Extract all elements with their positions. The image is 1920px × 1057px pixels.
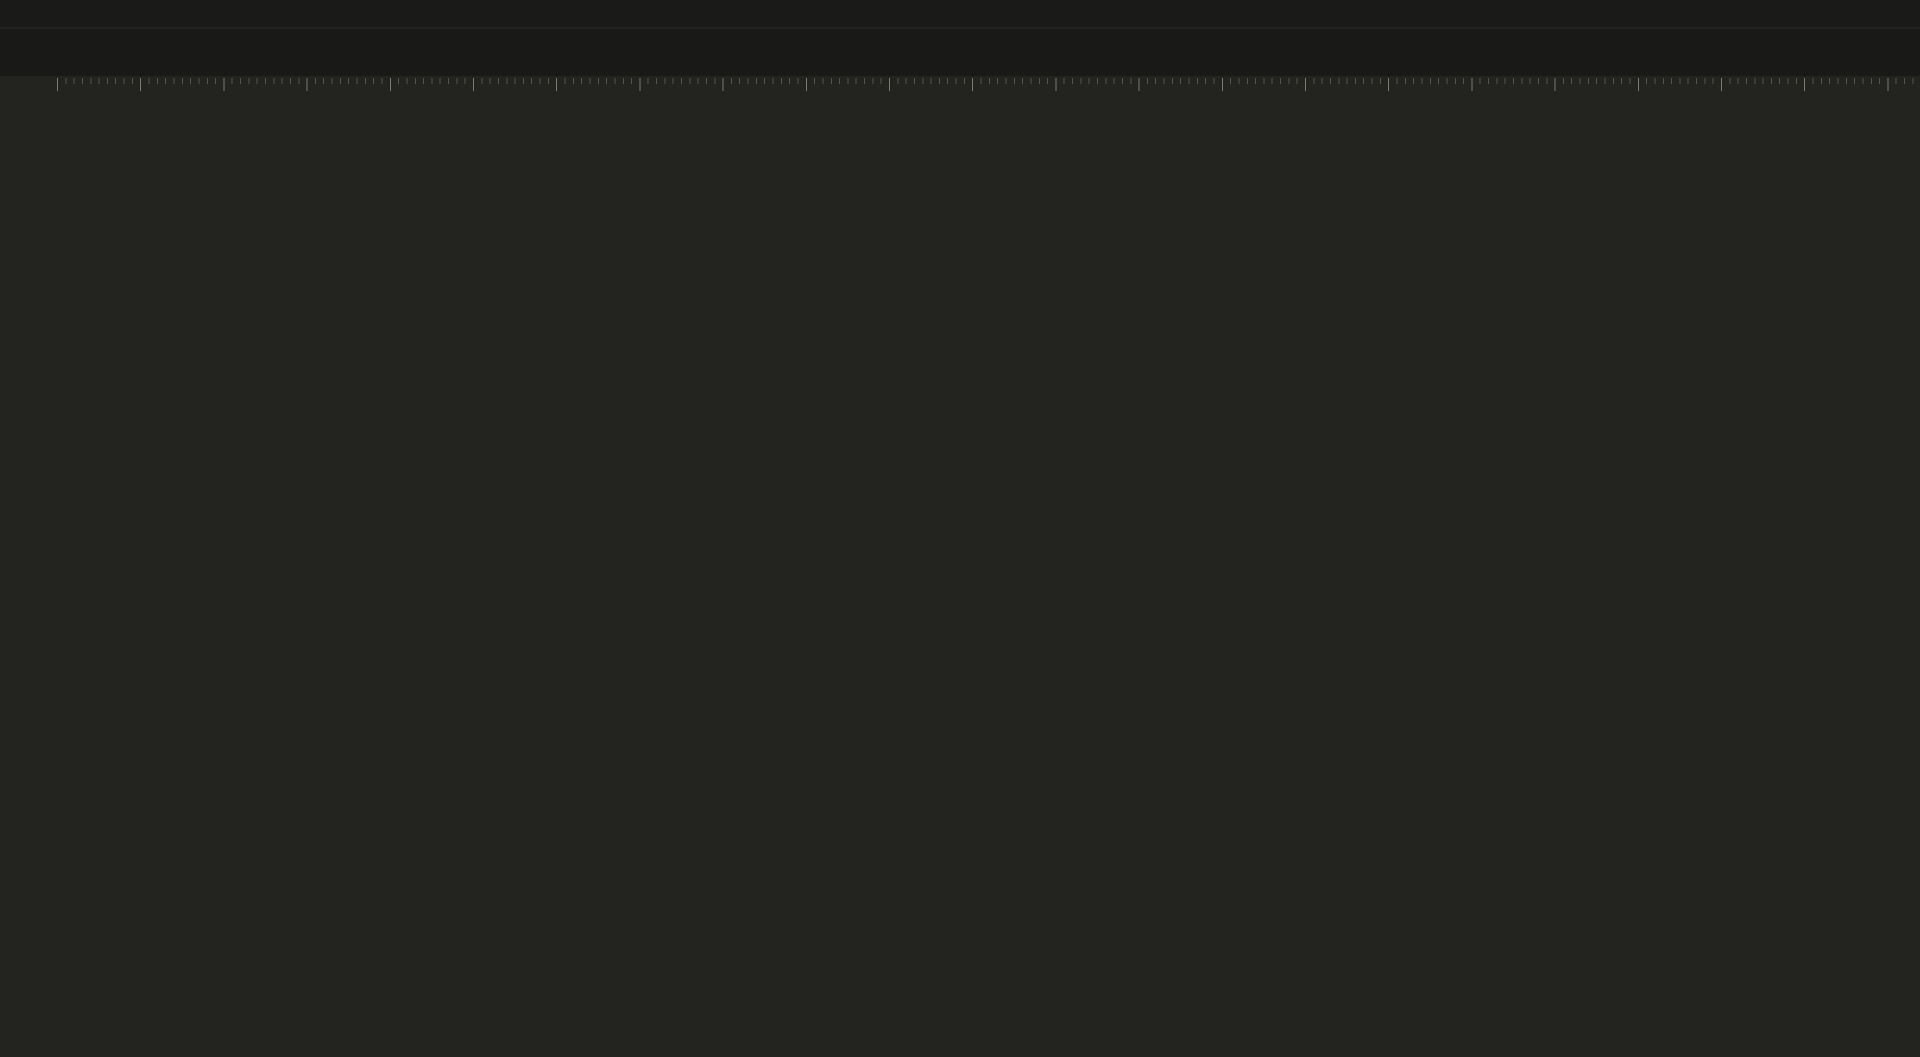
time-ruler[interactable] (0, 78, 1920, 92)
frame-time-graph[interactable] (0, 29, 1920, 76)
main-toolbar (0, 0, 1920, 27)
